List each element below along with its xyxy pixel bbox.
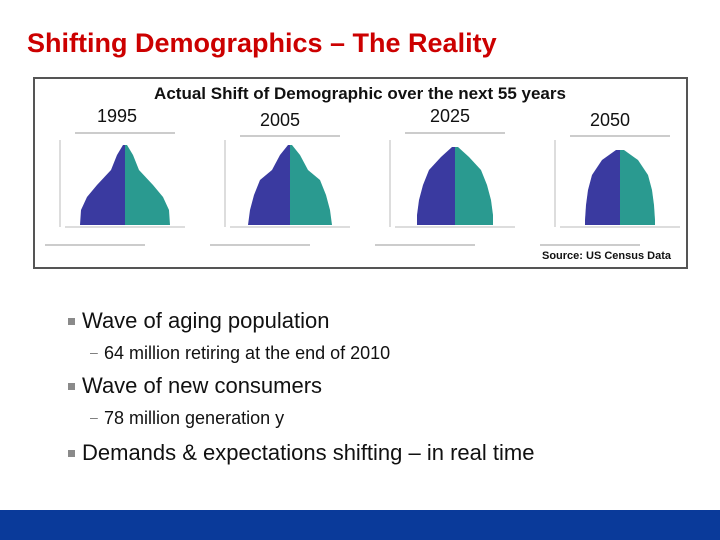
- bullet: Demands & expectations shifting – in rea…: [82, 440, 535, 465]
- pyramid-male: [585, 150, 620, 225]
- bullet-marker: [68, 383, 75, 390]
- pyramid-female: [290, 145, 332, 225]
- sub-bullet: 64 million retiring at the end of 2010: [104, 343, 391, 363]
- figure-frame: [33, 77, 688, 269]
- pyramid-female: [455, 147, 493, 225]
- bullet: Wave of aging population: [82, 308, 330, 333]
- sub-bullet: 78 million generation y: [104, 408, 285, 428]
- bullet-marker: [68, 318, 75, 325]
- pyramid-male: [417, 147, 455, 225]
- slide-title: Shifting Demographics – The Reality: [27, 28, 497, 58]
- sub-bullet-marker: –: [90, 344, 98, 360]
- pyramid-male: [248, 145, 290, 225]
- pyramid-female: [125, 145, 170, 225]
- year-label: 2025: [430, 106, 471, 126]
- sub-bullet-marker: –: [90, 409, 98, 425]
- pyramids: [45, 132, 680, 246]
- figure-caption: Actual Shift of Demographic over the nex…: [154, 84, 566, 103]
- year-label: 2005: [260, 110, 301, 130]
- year-label: 1995: [97, 106, 138, 126]
- bullet-marker: [68, 450, 75, 457]
- footer-bar: [0, 510, 720, 540]
- figure-source: Source: US Census Data: [542, 250, 671, 262]
- pyramid-male: [80, 145, 125, 225]
- bullet: Wave of new consumers: [82, 373, 323, 398]
- pyramid-female: [620, 150, 655, 225]
- year-label: 2050: [590, 110, 631, 130]
